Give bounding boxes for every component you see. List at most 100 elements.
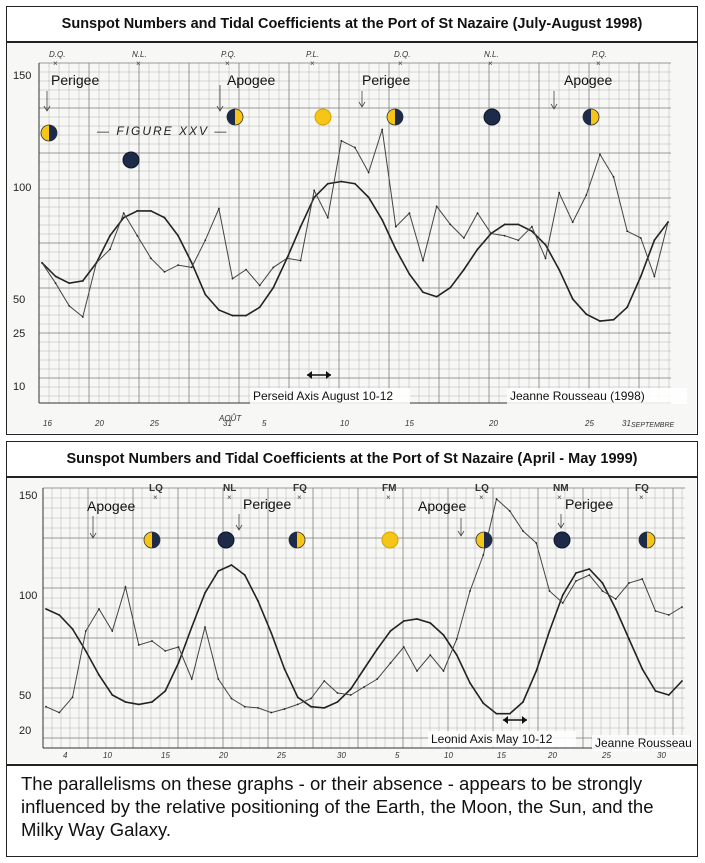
last-quarter-moon-icon <box>49 125 57 141</box>
x-tick-label: 4 <box>63 751 68 760</box>
tidal-point <box>296 696 299 699</box>
tidal-point <box>449 286 452 289</box>
figure-label: — FIGURE XXV — <box>96 124 228 138</box>
sunspot-point <box>571 221 574 224</box>
tidal-point <box>326 182 329 185</box>
sunspot-point <box>230 697 233 700</box>
tidal-point <box>136 209 139 212</box>
moon-phase-icon <box>638 531 656 549</box>
tidal-point <box>667 694 670 696</box>
sunspot-point <box>177 264 179 266</box>
moon-phase-label: LQ <box>475 483 489 494</box>
tidal-point <box>71 628 74 630</box>
phase-tick-mark: × <box>386 493 391 502</box>
sunspot-point <box>641 578 644 580</box>
arrowhead-icon <box>358 101 366 108</box>
arrowhead-icon <box>216 105 224 112</box>
sunspot-point <box>544 257 547 260</box>
tidal-point <box>349 688 352 690</box>
tidal-point <box>111 694 114 696</box>
sunspot-point <box>190 266 193 269</box>
tidal-point <box>455 654 458 656</box>
sunspot-point <box>363 686 365 688</box>
y-tick-label: 10 <box>13 381 25 393</box>
sunspot-point <box>151 640 153 642</box>
tidal-point <box>363 668 365 670</box>
sunspot-point <box>376 678 379 680</box>
arrowhead-icon <box>235 524 243 531</box>
first-quarter-moon-icon <box>227 109 235 125</box>
phase-tick-mark: × <box>310 59 315 68</box>
apogee-label: Apogee <box>418 498 466 514</box>
arrowhead-right-icon <box>522 716 527 724</box>
sunspot-point <box>98 608 100 610</box>
sunspot-point <box>422 259 424 262</box>
sunspot-point <box>490 232 492 235</box>
sunspot-point <box>639 237 642 239</box>
moon-phase-icon <box>217 531 235 549</box>
tidal-point <box>98 674 100 676</box>
sunspot-point <box>336 692 339 694</box>
tidal-point <box>462 268 465 271</box>
sunspot-point <box>190 678 193 680</box>
tidal-point <box>340 180 343 183</box>
tidal-point <box>612 318 615 321</box>
sunspot-point <box>408 212 411 215</box>
tidal-point <box>190 261 193 264</box>
sunspot-point <box>177 646 180 648</box>
sunspot-point <box>310 697 312 700</box>
moon-phase-icon <box>314 108 332 126</box>
full-moon-icon <box>314 108 332 126</box>
moon-phase-icon <box>226 108 244 126</box>
x-tick-label: 25 <box>601 751 611 760</box>
tidal-point <box>164 690 167 692</box>
sunspot-point <box>548 590 551 592</box>
sunspot-point <box>476 212 479 215</box>
sunspot-point <box>535 542 538 544</box>
sunspot-point <box>95 261 98 264</box>
new-moon-icon <box>217 531 235 549</box>
x-tick-label: 15 <box>405 419 414 428</box>
sunspot-point <box>389 662 392 664</box>
moon-phase-label: N.L. <box>132 50 147 59</box>
sunspot-point <box>442 670 445 672</box>
tidal-point <box>231 314 234 317</box>
sunspot-point <box>272 266 275 269</box>
moon-phase-label: D.Q. <box>49 50 65 59</box>
sunspot-point <box>575 580 577 582</box>
tidal-point <box>218 309 220 311</box>
sunspot-point <box>667 614 670 616</box>
arrowhead-left-icon <box>503 716 508 724</box>
tidal-point <box>45 608 47 610</box>
plot-background <box>7 478 696 763</box>
sunspot-point <box>323 680 326 682</box>
phase-tick-mark: × <box>557 493 562 502</box>
tidal-point <box>476 248 479 251</box>
tidal-point <box>81 280 84 282</box>
tidal-point <box>585 313 588 316</box>
x-tick-label: 30 <box>337 751 346 760</box>
sunspot-point <box>429 654 432 656</box>
moon-phase-icon <box>143 531 161 549</box>
tidal-point <box>599 320 601 322</box>
arrowhead-right-icon <box>326 371 331 379</box>
tidal-point <box>601 582 604 584</box>
tidal-point <box>257 600 259 602</box>
arrowhead-icon <box>457 530 465 537</box>
sunspot-point <box>122 212 125 215</box>
tidal-point <box>535 670 538 672</box>
last-quarter-moon-icon <box>484 532 492 548</box>
moon-phase-label: NL <box>223 483 236 494</box>
new-moon-icon <box>122 151 140 169</box>
tidal-point <box>681 680 683 682</box>
tidal-point <box>177 662 180 664</box>
tidal-point <box>561 594 564 596</box>
sunspot-point <box>217 678 220 680</box>
tidal-point <box>544 243 547 246</box>
month-label: AOÛT <box>218 414 242 423</box>
sunspot-point <box>614 598 617 600</box>
arrowhead-left-icon <box>307 371 312 379</box>
credit-bg <box>592 735 690 751</box>
sunspot-point <box>258 284 261 287</box>
